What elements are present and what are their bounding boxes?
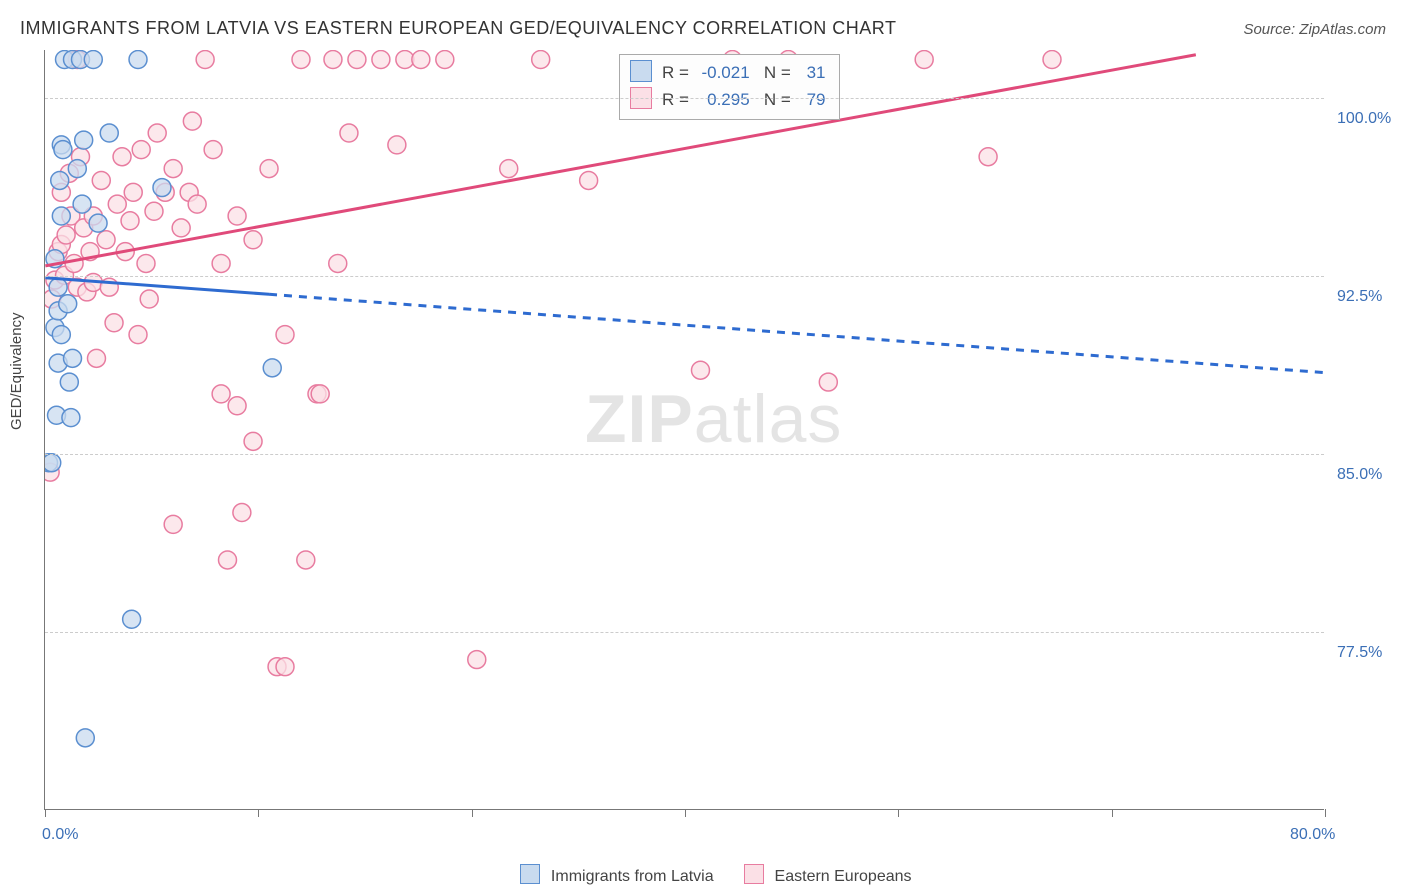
stat-N-label: N = (764, 63, 796, 82)
correlation-stats-box: R = -0.021 N = 31R = 0.295 N = 79 (619, 54, 840, 120)
y-tick-label: 85.0% (1337, 466, 1382, 484)
stat-R-value: -0.021 (694, 59, 750, 86)
gridline-h (45, 632, 1324, 633)
stat-N-value: 31 (795, 59, 825, 86)
legend-swatch-b (744, 864, 764, 884)
y-tick-label: 100.0% (1337, 110, 1391, 128)
legend-swatch-a (520, 864, 540, 884)
plot-frame: R = -0.021 N = 31R = 0.295 N = 79 ZIPatl… (44, 50, 1324, 810)
stat-N-value: 79 (795, 86, 825, 113)
x-tick (898, 809, 899, 817)
x-tick (685, 809, 686, 817)
x-tick (1325, 809, 1326, 817)
x-axis-end-label: 80.0% (1290, 826, 1335, 844)
x-tick (1112, 809, 1113, 817)
gridline-h (45, 454, 1324, 455)
stat-row: R = 0.295 N = 79 (630, 86, 825, 113)
stat-R-label: R = (662, 63, 694, 82)
stat-row: R = -0.021 N = 31 (630, 59, 825, 86)
legend-bottom: Immigrants from Latvia Eastern Europeans (0, 864, 1406, 886)
scatter-plot (45, 50, 1324, 809)
y-axis-label: GED/Equivalency (8, 312, 25, 430)
legend-label-a: Immigrants from Latvia (551, 868, 714, 885)
y-tick-label: 92.5% (1337, 288, 1382, 306)
x-tick (45, 809, 46, 817)
x-tick (472, 809, 473, 817)
stat-R-value: 0.295 (694, 86, 750, 113)
x-axis-start-label: 0.0% (42, 826, 78, 844)
y-tick-label: 77.5% (1337, 644, 1382, 662)
gridline-h (45, 276, 1324, 277)
legend-label-b: Eastern Europeans (775, 868, 912, 885)
stat-swatch (630, 60, 652, 82)
stat-R-label: R = (662, 90, 694, 109)
chart-title: IMMIGRANTS FROM LATVIA VS EASTERN EUROPE… (20, 18, 896, 39)
stat-N-label: N = (764, 90, 796, 109)
gridline-h (45, 98, 1324, 99)
source-label: Source: ZipAtlas.com (1243, 21, 1386, 38)
x-tick (258, 809, 259, 817)
